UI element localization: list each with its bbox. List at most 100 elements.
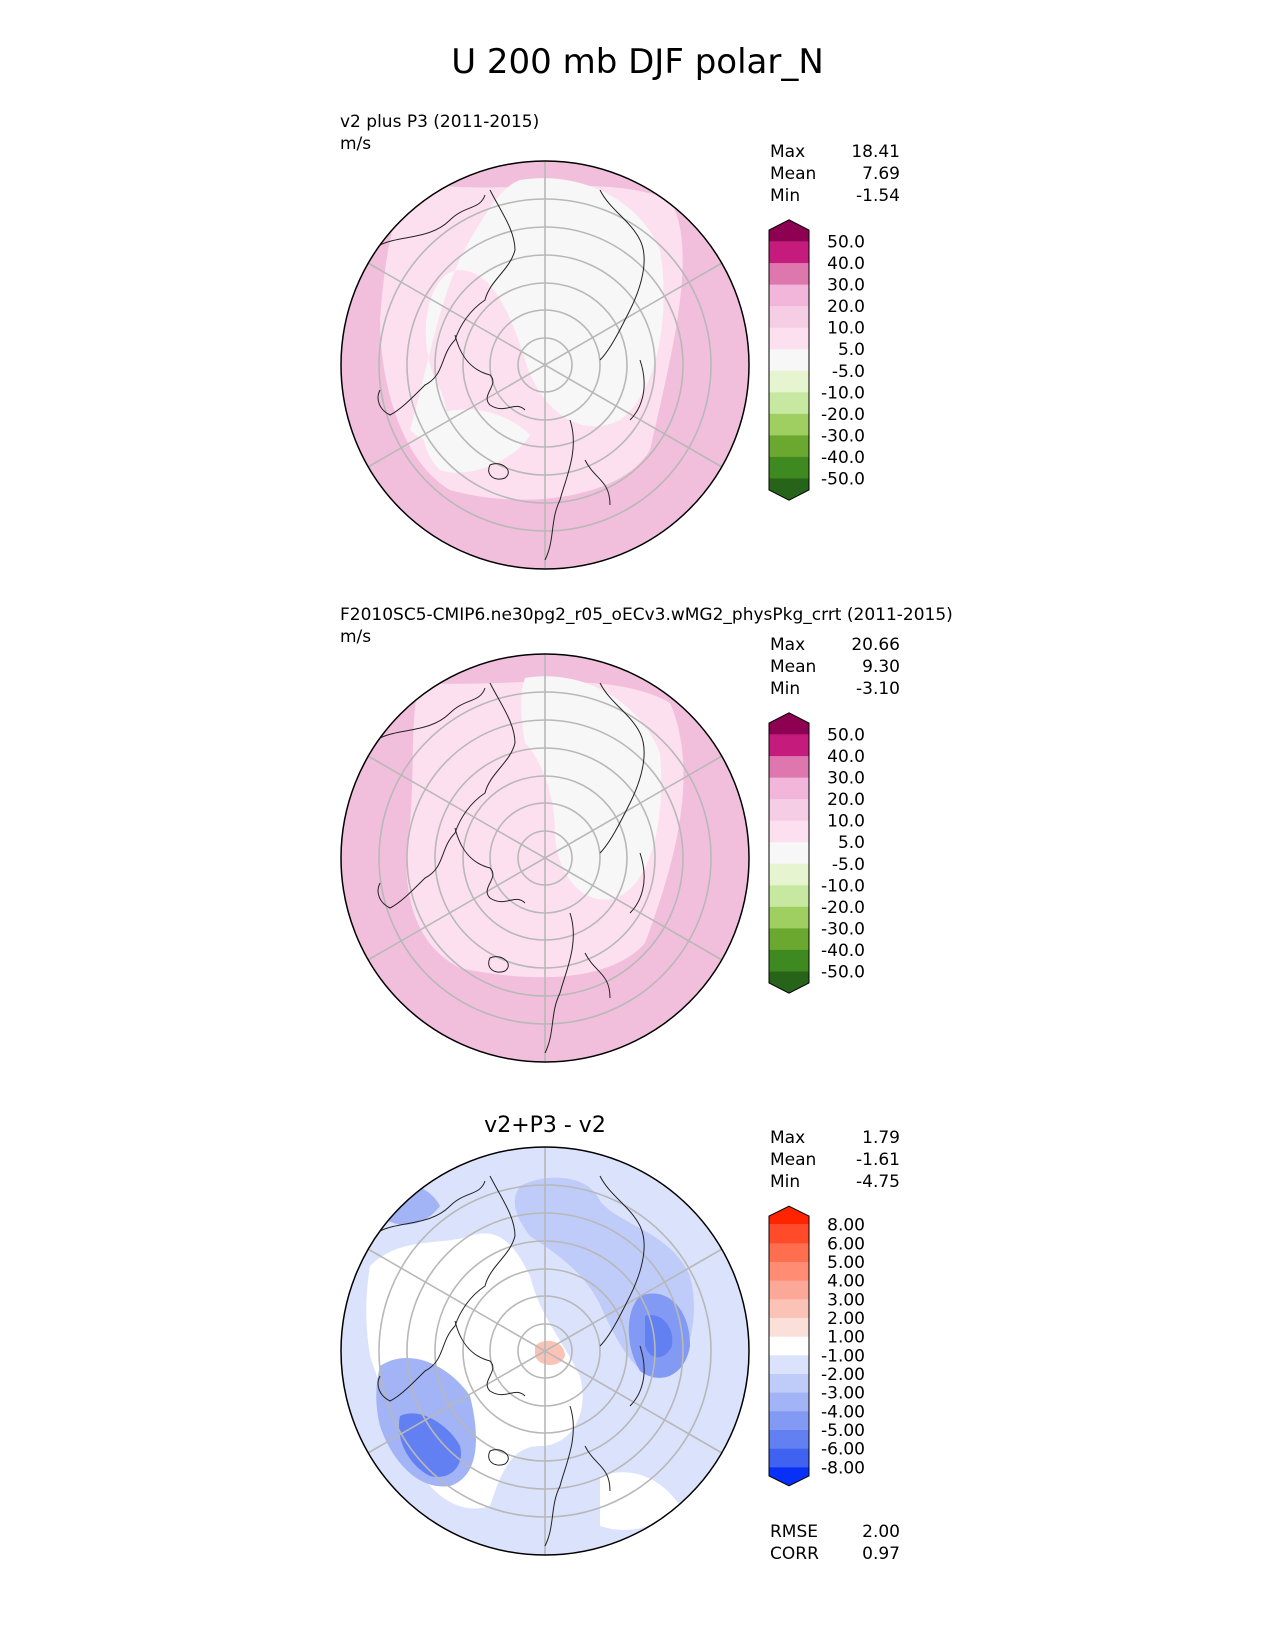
stat-corr: CORR 0.97 [770, 1544, 900, 1564]
colorbar-tick-label: -10.0 [821, 383, 865, 403]
stat-mean: Mean 9.30 [770, 657, 900, 677]
coastlines [377, 189, 645, 561]
colorbar-band [769, 349, 809, 372]
colorbar-band [769, 1206, 809, 1225]
colorbar-band [769, 842, 809, 865]
colorbar-band [769, 734, 809, 757]
panel-1-title: v2 plus P3 (2011-2015) m/s [340, 111, 539, 155]
colorbar-band [769, 219, 809, 242]
colorbar-tick-label: -5.0 [832, 855, 865, 875]
colorbar-tick-label: 20.0 [827, 297, 865, 317]
panel-3-polar-map [340, 1146, 750, 1556]
map-fill-neg5-5-b [423, 409, 530, 473]
panel-2-units: m/s [340, 627, 372, 647]
colorbar-band [769, 1243, 809, 1263]
stat-max: Max 20.66 [770, 635, 900, 655]
colorbar-band [769, 370, 809, 393]
colorbar-band [769, 327, 809, 350]
colorbar-band [769, 1392, 809, 1412]
colorbar-tick-label: 50.0 [827, 233, 865, 253]
colorbar-tick-label: -50.0 [821, 962, 865, 982]
panel-1-units: m/s [340, 134, 372, 154]
colorbar-band [769, 478, 809, 501]
colorbar-band [769, 1318, 809, 1338]
colorbar-tick-label: -30.0 [821, 426, 865, 446]
colorbar-band [769, 712, 809, 735]
graticule [367, 161, 723, 569]
map-fill-neg5-neg6-b [399, 1413, 461, 1477]
colorbar-band [769, 1467, 809, 1486]
colorbar-band [769, 906, 809, 929]
colorbar-band [769, 1448, 809, 1468]
panel-2-colorbar: 50.040.030.020.010.05.0-5.0-10.0-20.0-30… [768, 712, 865, 994]
colorbar-band [769, 456, 809, 479]
stat-mean: Mean -1.61 [770, 1150, 900, 1170]
colorbar-tick-label: -40.0 [821, 448, 865, 468]
panel-3-footer-stats: RMSE 2.00 CORR 0.97 [770, 1521, 900, 1565]
stat-rmse: RMSE 2.00 [770, 1522, 900, 1542]
stat-min: Min -4.75 [770, 1172, 900, 1192]
panel-1-stats: Max 18.41 Mean 7.69 Min -1.54 [770, 141, 900, 207]
colorbar-tick-label: -2.00 [821, 1365, 865, 1385]
colorbar-tick-label: -1.00 [821, 1346, 865, 1366]
colorbar-band [769, 1299, 809, 1319]
stat-min: Min -3.10 [770, 679, 900, 699]
colorbar-tick-label: 10.0 [827, 812, 865, 832]
graticule [367, 654, 723, 1062]
stat-max: Max 18.41 [770, 142, 900, 162]
colorbar-band [769, 306, 809, 329]
colorbar-tick-label: -30.0 [821, 919, 865, 939]
coastlines [377, 1175, 645, 1547]
colorbar-tick-label: 1.00 [827, 1328, 865, 1348]
colorbar-tick-label: 6.00 [827, 1234, 865, 1254]
colorbar-tick-label: -3.00 [821, 1384, 865, 1404]
colorbar-band [769, 1224, 809, 1244]
colorbar-tick-label: -8.00 [821, 1458, 865, 1478]
colorbar-band [769, 392, 809, 415]
colorbar-band [769, 863, 809, 886]
coastlines [377, 682, 645, 1054]
colorbar-tick-label: 40.0 [827, 254, 865, 274]
colorbar-tick-label: 30.0 [827, 276, 865, 296]
colorbar-band [769, 756, 809, 779]
panel-3-colorbar: 8.006.005.004.003.002.001.00-1.00-2.00-3… [768, 1205, 865, 1487]
colorbar-band [769, 263, 809, 286]
colorbar-outline [768, 1205, 810, 1487]
stat-mean: Mean 7.69 [770, 164, 900, 184]
colorbar-tick-label: -10.0 [821, 876, 865, 896]
stat-max: Max 1.79 [770, 1128, 900, 1148]
stat-min: Min -1.54 [770, 186, 900, 206]
colorbar-band [769, 241, 809, 264]
panel-2-stats: Max 20.66 Mean 9.30 Min -3.10 [770, 634, 900, 700]
panel-1-polar-map [340, 160, 750, 570]
colorbar-band [769, 820, 809, 843]
colorbar-band [769, 1374, 809, 1394]
colorbar-tick-label: -5.00 [821, 1421, 865, 1441]
colorbar-band [769, 435, 809, 458]
colorbar-band [769, 928, 809, 951]
colorbar-band [769, 1355, 809, 1375]
colorbar-band [769, 971, 809, 994]
colorbar-outline [768, 219, 810, 501]
colorbar-tick-label: -5.0 [832, 362, 865, 382]
colorbar-band [769, 1336, 809, 1356]
colorbar-band [769, 949, 809, 972]
colorbar-tick-label: 5.00 [827, 1253, 865, 1273]
colorbar-band [769, 413, 809, 436]
colorbar-tick-label: 30.0 [827, 769, 865, 789]
colorbar-tick-label: 4.00 [827, 1272, 865, 1292]
colorbar-tick-label: -50.0 [821, 469, 865, 489]
colorbar-tick-label: 2.00 [827, 1309, 865, 1329]
colorbar-tick-label: 50.0 [827, 726, 865, 746]
panel-1-colorbar: 50.040.030.020.010.05.0-5.0-10.0-20.0-30… [768, 219, 865, 501]
map-border [340, 653, 750, 1063]
colorbar-tick-label: 5.0 [838, 340, 865, 360]
figure-title: U 200 mb DJF polar_N [451, 42, 824, 82]
panel-1-title-name: v2 plus P3 (2011-2015) [340, 112, 540, 132]
colorbar-tick-label: -40.0 [821, 941, 865, 961]
map-fill-neg1-1-b [600, 1472, 680, 1530]
colorbar-tick-label: -20.0 [821, 405, 865, 425]
colorbar-band [769, 1262, 809, 1282]
colorbar-band [769, 1430, 809, 1450]
colorbar-band [769, 1280, 809, 1300]
